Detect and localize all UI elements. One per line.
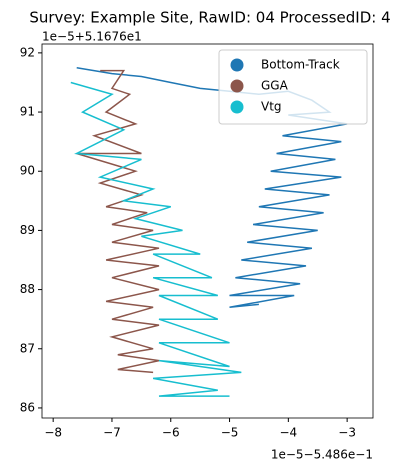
chart-title: Survey: Example Site, RawID: 04 Processe…: [29, 9, 390, 27]
legend-marker: [230, 100, 244, 114]
x-tick-label: −4: [279, 426, 297, 440]
x-tick-label: −7: [103, 426, 121, 440]
y-tick-label: 88: [20, 282, 35, 296]
y-tick-label: 87: [20, 341, 35, 355]
x-tick-label: −5: [221, 426, 239, 440]
legend-label: Vtg: [261, 100, 282, 114]
legend-label: GGA: [261, 79, 289, 93]
y-tick-label: 90: [20, 164, 35, 178]
x-tick-label: −8: [44, 426, 62, 440]
legend-marker: [230, 79, 244, 93]
y-offset-label: 1e−5+5.1676e1: [42, 30, 142, 44]
legend-marker: [230, 58, 244, 72]
y-tick-label: 89: [20, 223, 35, 237]
x-offset-label: 1e−5−5.486e−1: [271, 448, 373, 462]
x-tick-label: −6: [162, 426, 180, 440]
y-tick-label: 92: [20, 45, 35, 59]
track-line: [76, 69, 160, 374]
x-tick-label: −3: [338, 426, 356, 440]
legend-label: Bottom-Track: [261, 58, 340, 72]
y-tick-label: 86: [20, 400, 35, 414]
plot-frame: [41, 43, 374, 419]
track-line: [70, 81, 242, 397]
legend-box: [218, 49, 368, 125]
y-tick-label: 91: [20, 105, 35, 119]
